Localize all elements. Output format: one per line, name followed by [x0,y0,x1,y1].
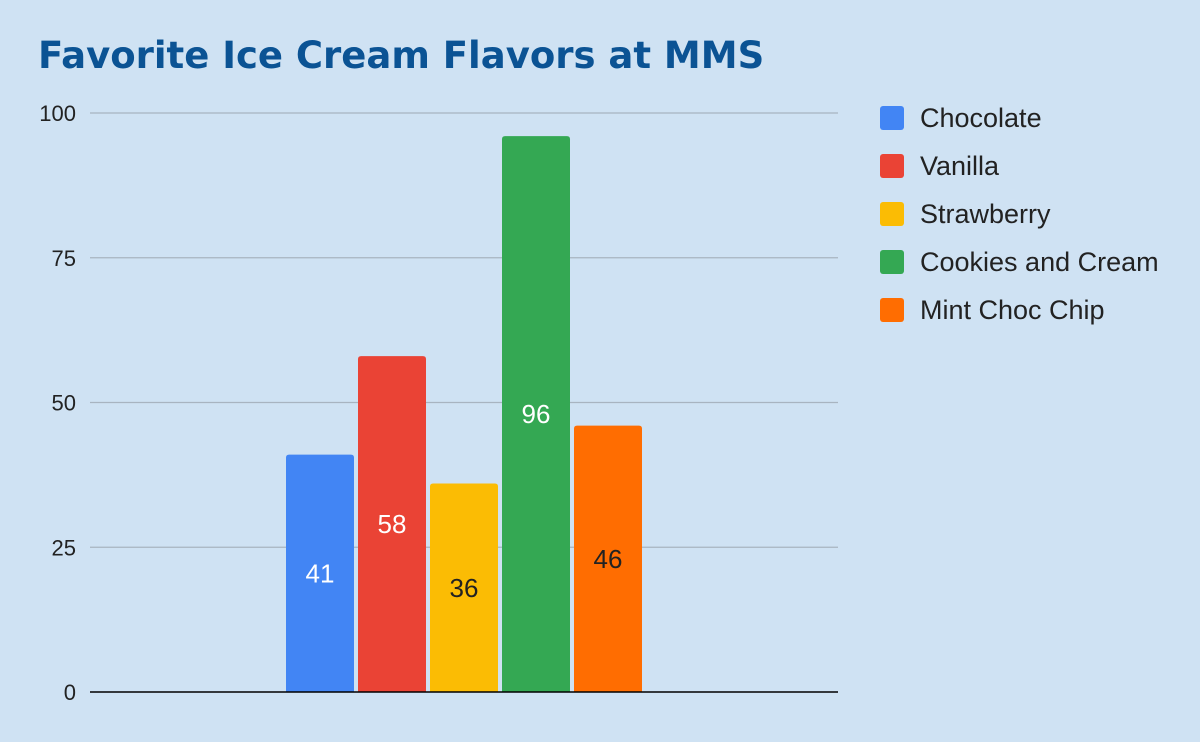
legend-label: Strawberry [920,198,1051,229]
chart-title: Favorite Ice Cream Flavors at MMS [38,34,765,77]
legend-item-mint-choc-chip: Mint Choc Chip [880,286,1159,334]
legend-item-vanilla: Vanilla [880,142,1159,190]
bar-chocolate [286,454,354,692]
bar-mint-choc-chip [574,425,642,692]
legend-item-chocolate: Chocolate [880,94,1159,142]
y-tick-label: 0 [64,680,76,705]
legend-swatch [880,202,904,226]
legend-item-strawberry: Strawberry [880,190,1159,238]
bar-vanilla [358,356,426,692]
legend: Chocolate Vanilla Strawberry Cookies and Cr… [880,94,1159,334]
legend-swatch [880,106,904,130]
legend-swatch [880,250,904,274]
data-labels: 41 58 36 96 46 [306,399,623,603]
data-label-chocolate: 41 [306,558,335,588]
gridlines [90,112,838,548]
data-label-vanilla: 58 [378,509,407,539]
legend-label: Chocolate [920,102,1042,133]
y-tick-label: 50 [52,391,76,416]
data-label-strawberry: 36 [450,573,479,603]
legend-label: Vanilla [920,150,1000,181]
legend-swatch [880,154,904,178]
y-axis-ticks: 0 25 50 75 100 [39,101,76,705]
data-label-mint-choc-chip: 46 [594,544,623,574]
legend-label: Mint Choc Chip [920,294,1105,325]
legend-swatch [880,298,904,322]
bars [286,136,642,692]
legend-item-cookies-and-cream: Cookies and Cream [880,238,1159,286]
y-tick-label: 100 [39,101,76,126]
bar-cookies-and-cream [502,136,570,692]
data-label-cookies-and-cream: 96 [522,399,551,429]
legend-label: Cookies and Cream [920,246,1159,277]
y-tick-label: 75 [52,246,76,271]
bar-strawberry [430,483,498,692]
y-tick-label: 25 [52,535,76,560]
